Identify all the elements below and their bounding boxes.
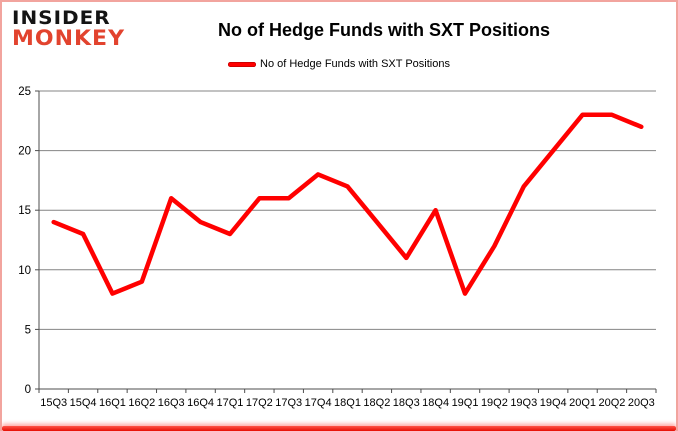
y-axis-label: 0 <box>25 384 31 396</box>
x-axis-label: 19Q3 <box>510 397 537 409</box>
x-axis-label: 20Q1 <box>569 397 596 409</box>
x-axis-label: 16Q3 <box>158 397 185 409</box>
logo-monkey-text: MONKEY <box>12 27 126 51</box>
x-axis-label: 18Q4 <box>422 397 449 409</box>
x-axis-label: 16Q1 <box>99 397 126 409</box>
y-axis-label: 25 <box>18 86 31 98</box>
x-axis-label: 16Q2 <box>128 397 155 409</box>
insider-monkey-logo: INSIDER MONKEY <box>12 8 125 51</box>
x-axis-label: 18Q2 <box>363 397 390 409</box>
x-axis-label: 18Q1 <box>334 397 361 409</box>
logo-insider-text: INSIDER <box>12 6 111 29</box>
legend-line-swatch <box>228 61 257 67</box>
chart-title: No of Hedge Funds with SXT Positions <box>218 20 550 40</box>
x-axis-label: 15Q4 <box>70 397 97 409</box>
series-line <box>51 112 644 296</box>
x-axis-label: 19Q4 <box>540 397 567 409</box>
y-axis-label: 15 <box>18 205 31 217</box>
x-axis-label: 17Q2 <box>246 397 273 409</box>
x-axis-label: 18Q3 <box>393 397 420 409</box>
x-axis-label: 15Q3 <box>40 397 67 409</box>
bottom-accent-bar <box>2 426 676 431</box>
x-axis-label: 19Q1 <box>452 397 479 409</box>
legend: No of Hedge Funds with SXT Positions <box>2 58 676 70</box>
legend-label: No of Hedge Funds with SXT Positions <box>260 58 450 70</box>
x-axis-label: 20Q2 <box>598 397 625 409</box>
x-axis-label: 17Q1 <box>217 397 244 409</box>
x-axis-label: 17Q3 <box>275 397 302 409</box>
y-axis-label: 5 <box>25 324 31 336</box>
x-axis-label: 17Q4 <box>305 397 332 409</box>
x-axis-label: 19Q2 <box>481 397 508 409</box>
y-axis-label: 20 <box>18 146 31 158</box>
x-axis-label: 16Q4 <box>187 397 214 409</box>
x-axis-label: 20Q3 <box>628 397 655 409</box>
y-axis-label: 10 <box>18 265 31 277</box>
